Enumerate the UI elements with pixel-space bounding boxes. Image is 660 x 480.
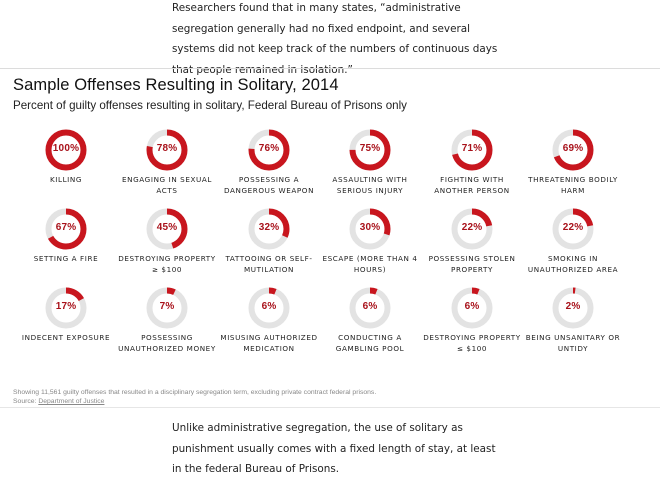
donut-ring (146, 287, 188, 329)
donut-ring (45, 129, 87, 171)
donut-value-label: 67% (55, 222, 77, 233)
donut-category-label: Being unsanitary or untidy (525, 333, 621, 353)
divider (0, 407, 660, 408)
donut-category-label: Conducting a gambling pool (335, 333, 405, 353)
donut-arc (552, 129, 594, 171)
donut-value-label: 22% (562, 222, 584, 233)
donut-ring (552, 208, 594, 250)
donut-category-label: Setting a fire (33, 254, 99, 263)
donut-arc (451, 208, 493, 250)
donut-category-label: Engaging in sexual acts (122, 175, 212, 195)
donut-ring (451, 208, 493, 250)
donut-arc (45, 287, 87, 329)
donut-category-label: Misusing authorized medication (220, 333, 318, 353)
donut-value-label: 6% (362, 301, 378, 312)
donut-value-label: 2% (565, 301, 581, 312)
donut-value-label: 76% (258, 143, 280, 154)
donut-value-label: 32% (258, 222, 280, 233)
chart-subtitle: Percent of guilty offenses resulting in … (13, 99, 407, 112)
donut-ring (146, 208, 188, 250)
donut-value-label: 30% (359, 222, 381, 233)
donut-category-label: Possessing stolen property (428, 254, 516, 274)
donut-value-label: 6% (464, 301, 480, 312)
donut-ring (349, 129, 391, 171)
donut-category-label: Fighting with another person (434, 175, 510, 195)
donut-value-label: 7% (159, 301, 175, 312)
donut-ring (248, 129, 290, 171)
donut-arc (451, 129, 493, 171)
article-paragraph-followup: Unlike administrative segregation, the u… (172, 422, 496, 475)
donut-arc (146, 129, 188, 171)
donut-chart-grid: 100% Killing 78% Engaging in sexual acts 76%… (21, 129, 621, 353)
donut-arc (349, 287, 391, 329)
donut-ring (552, 287, 594, 329)
donut-arc (451, 287, 493, 329)
donut-value-label: 69% (562, 143, 584, 154)
donut-arc (45, 129, 87, 171)
donut-value-label: 75% (359, 143, 381, 154)
donut-ring (45, 287, 87, 329)
donut-category-label: Threatening bodily harm (528, 175, 618, 195)
donut-arc (248, 208, 290, 250)
donut-category-label: Destroying property ≤ $100 (423, 333, 521, 353)
donut-category-label: Assaulting with serious injury (332, 175, 408, 195)
article-paragraph-intro: Researchers found that in many states, “… (172, 2, 498, 76)
donut-category-label: Indecent exposure (21, 333, 111, 342)
donut-category-label: Possessing a dangerous weapon (223, 175, 315, 195)
donut-ring (451, 287, 493, 329)
chart-title: Sample Offenses Resulting in Solitary, 2… (13, 76, 339, 94)
donut-ring (146, 129, 188, 171)
chart-source: Source: Department of Justice (13, 398, 104, 405)
donut-arc (552, 208, 594, 250)
donut-value-label: 78% (156, 143, 178, 154)
donut-arc (146, 208, 188, 250)
donut-arc (349, 129, 391, 171)
donut-category-label: Tattooing or self-mutilation (225, 254, 313, 274)
donut-arc (248, 287, 290, 329)
donut-value-label: 100% (52, 143, 80, 154)
donut-ring (349, 208, 391, 250)
donut-value-label: 71% (461, 143, 483, 154)
donut-category-label: Escape (more than 4 hours) (322, 254, 418, 274)
donut-ring (248, 287, 290, 329)
source-link[interactable]: Department of Justice (38, 398, 105, 405)
donut-value-label: 6% (261, 301, 277, 312)
donut-arc (349, 208, 391, 250)
donut-category-label: Killing (49, 175, 83, 184)
donut-ring (248, 208, 290, 250)
source-label: Source: (13, 398, 37, 405)
donut-ring (451, 129, 493, 171)
donut-ring (349, 287, 391, 329)
donut-category-label: Destroying property ≥ $100 (118, 254, 216, 274)
donut-category-label: Smoking in unauthorized area (527, 254, 619, 274)
donut-ring (45, 208, 87, 250)
donut-category-label: Possessing unauthorized money (118, 333, 216, 353)
donut-value-label: 45% (156, 222, 178, 233)
divider (0, 68, 660, 69)
donut-ring (552, 129, 594, 171)
donut-arc (146, 287, 188, 329)
donut-arc (45, 208, 87, 250)
donut-arc (552, 287, 594, 329)
chart-note: Showing 11,561 guilty offenses that resu… (13, 389, 377, 396)
donut-value-label: 22% (461, 222, 483, 233)
donut-value-label: 17% (55, 301, 77, 312)
donut-arc (248, 129, 290, 171)
